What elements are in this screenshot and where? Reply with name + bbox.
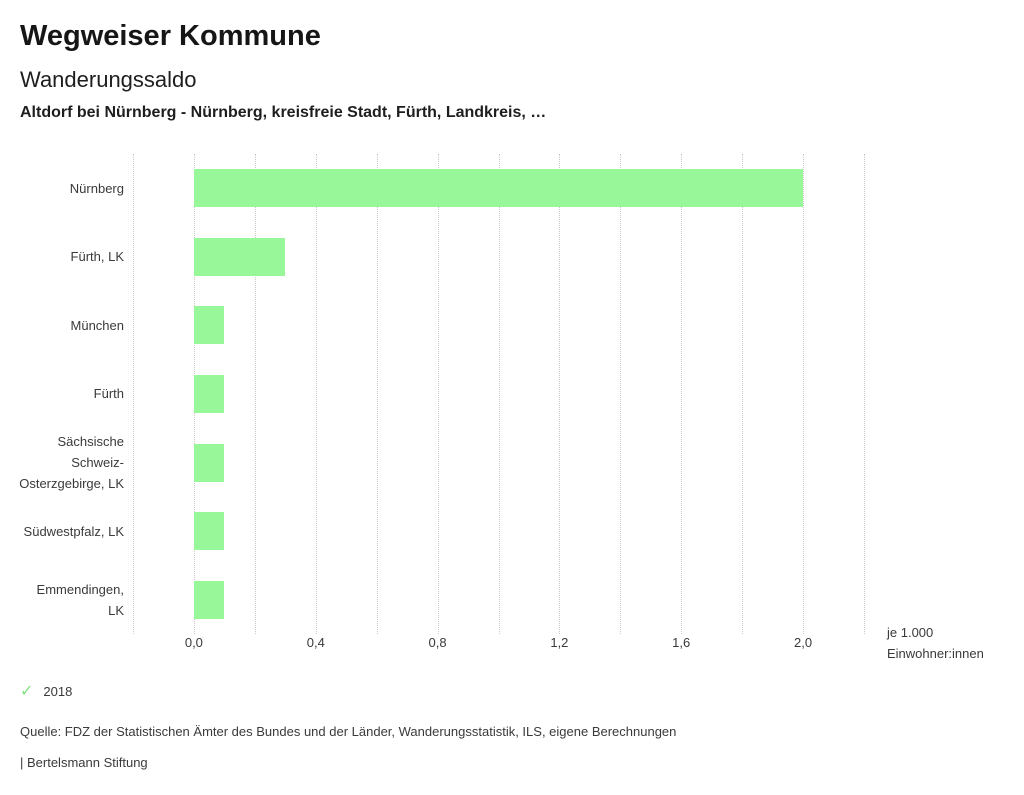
x-axis-tick-label: 0,4 bbox=[306, 635, 325, 650]
gridline bbox=[559, 154, 561, 634]
bar-nürnberg[interactable] bbox=[193, 169, 804, 208]
bar-fürth[interactable] bbox=[193, 375, 225, 413]
y-axis-label: München bbox=[70, 317, 124, 333]
chart-legend[interactable]: ✓ 2018 bbox=[20, 683, 72, 699]
unit-label-line-1: je 1.000 bbox=[887, 625, 934, 640]
bar-münchen[interactable] bbox=[193, 306, 225, 345]
x-axis-tick-label: 0,8 bbox=[428, 635, 447, 650]
y-axis-label: Nürnberg bbox=[69, 180, 124, 196]
app-title: Wegweiser Kommune bbox=[20, 20, 321, 52]
y-axis-label: Emmendingen, LK bbox=[36, 581, 124, 618]
gridline bbox=[498, 154, 500, 634]
gridline bbox=[620, 154, 622, 634]
legend-label: 2018 bbox=[43, 683, 73, 699]
unit-label-line-2: Einwohner:innen bbox=[887, 646, 984, 661]
x-axis-tick-label: 1,6 bbox=[672, 635, 691, 650]
gridline bbox=[681, 154, 683, 634]
chart-title: Wanderungssaldo bbox=[20, 67, 197, 92]
x-axis-tick-label: 2,0 bbox=[794, 635, 813, 650]
gridline bbox=[803, 154, 805, 634]
x-axis-unit-label: je 1.000 Einwohner:innen bbox=[887, 622, 984, 664]
gridline bbox=[133, 154, 134, 634]
x-axis-tick-labels: 0,0 0,4 0,8 1,2 1,6 2,0 bbox=[133, 635, 864, 653]
gridline bbox=[742, 154, 744, 634]
attribution-text: | Bertelsmann Stiftung bbox=[20, 755, 148, 770]
x-axis-tick-label: 0,0 bbox=[184, 635, 203, 650]
check-icon: ✓ bbox=[20, 681, 34, 700]
bar-südwestpfalz-lk[interactable] bbox=[193, 512, 225, 551]
y-axis-label: Südwestpfalz, LK bbox=[23, 523, 124, 539]
plot-area bbox=[133, 154, 865, 634]
bar-sächsische-schweiz-osterzgebirge-lk[interactable] bbox=[193, 443, 225, 482]
gridline bbox=[315, 154, 317, 634]
y-axis-label: Fürth bbox=[93, 386, 124, 402]
gridline bbox=[376, 154, 378, 634]
y-axis-labels: Nürnberg Fürth, LK München Fürth Sächsische … bbox=[19, 154, 124, 634]
bar-emmendingen-lk[interactable] bbox=[193, 580, 225, 619]
y-axis-label: Sächsische Schweiz-Osterzgebirge, LK bbox=[19, 434, 124, 492]
gridline bbox=[254, 154, 256, 634]
gridline bbox=[864, 154, 865, 634]
bar-fürth-lk[interactable] bbox=[193, 237, 286, 276]
y-axis-label: Fürth, LK bbox=[70, 249, 124, 265]
chart-subtitle: Altdorf bei Nürnberg - Nürnberg, kreisfr… bbox=[20, 104, 547, 121]
gridline bbox=[437, 154, 439, 634]
x-axis-tick-label: 1,2 bbox=[550, 635, 569, 650]
source-text: Quelle: FDZ der Statistischen Ämter des … bbox=[20, 724, 677, 739]
